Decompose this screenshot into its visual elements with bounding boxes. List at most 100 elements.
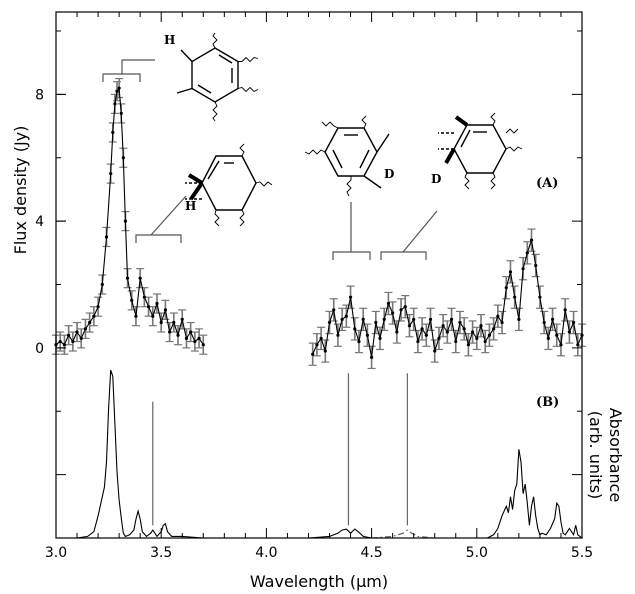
series-a-point: [361, 317, 365, 321]
series-a-point: [100, 282, 104, 287]
right-axis-title-line: (arb. units): [586, 411, 605, 500]
series-a-line: [55, 86, 204, 346]
series-a-point: [437, 336, 441, 340]
series-a-point: [151, 314, 155, 318]
series-a-point: [386, 301, 391, 306]
series-a-point: [353, 327, 357, 331]
series-a-point: [319, 336, 323, 340]
x-axis-title: Wavelength (μm): [250, 572, 388, 591]
series-a-point: [168, 330, 172, 334]
series-a-point: [378, 336, 382, 340]
series-a-point: [96, 305, 100, 309]
x-tick-label: 5.5: [571, 545, 593, 561]
series-a-point: [197, 336, 201, 340]
series-a-point: [193, 339, 197, 344]
series-a-point: [441, 324, 445, 328]
series-a-point: [159, 320, 163, 325]
series-a-point: [88, 320, 92, 325]
series-a-point: [130, 298, 134, 302]
series-a-point: [538, 295, 542, 299]
series-a-point: [117, 86, 121, 90]
bracket-aromatic-ch: [102, 59, 155, 82]
series-a-point: [79, 336, 83, 340]
molecule-diagrams: H H D D: [102, 32, 523, 260]
x-tick-label: 4.0: [255, 545, 277, 561]
series-a-point: [71, 339, 75, 344]
series-a-point: [420, 327, 424, 331]
right-axis-title: Absorbance(arb. units): [586, 408, 625, 503]
series-a-point: [357, 339, 361, 344]
y-axis-title: Flux density (Jy): [11, 126, 30, 255]
series-a-point: [479, 324, 483, 328]
series-a-point: [134, 314, 138, 318]
series-a-point: [513, 295, 517, 299]
series-a-point: [111, 130, 115, 135]
series-a-point: [391, 311, 395, 315]
series-a-point: [184, 336, 189, 340]
series-a-point: [492, 327, 496, 331]
series-a-point: [483, 339, 487, 344]
series-a-point: [563, 308, 567, 312]
series-a-point: [370, 355, 374, 359]
panel-label-a: (A): [536, 176, 558, 191]
series-b-line: [291, 528, 372, 539]
series-a-point: [496, 314, 500, 318]
aliphatic-ring-d-icon: [438, 112, 523, 190]
series-a-point: [189, 330, 193, 334]
series-a-point: [571, 320, 576, 325]
series-a-point: [311, 352, 315, 356]
series-a-point: [458, 320, 462, 325]
series-a-point: [500, 320, 504, 325]
series-a-point: [365, 333, 369, 337]
y-tick-label: 4: [35, 214, 44, 230]
x-tick-label: 5.0: [466, 545, 488, 561]
series-a-point: [433, 349, 437, 353]
series-a-point: [344, 314, 348, 318]
series-b-line: [476, 449, 583, 539]
series-a-point: [172, 320, 176, 325]
series-a-point: [399, 308, 403, 312]
series-a-point: [529, 238, 534, 242]
series-a-point: [332, 308, 336, 312]
series-a-point: [123, 219, 128, 223]
series-a-point: [567, 330, 571, 334]
series-a-point: [109, 172, 113, 176]
series-a-point: [142, 295, 146, 299]
x-tick-label: 3.5: [150, 545, 172, 561]
series-a-point: [559, 343, 563, 347]
plot-area: [52, 77, 586, 539]
x-tick-label: 4.5: [360, 545, 382, 561]
right-axis-title-line: Absorbance: [606, 408, 625, 503]
series-a-point: [121, 156, 125, 160]
series-a-point: [138, 276, 142, 280]
series-a-point: [416, 339, 420, 344]
series-b-line: [371, 529, 477, 539]
axis-ticks: 3.0 3.5 4.0 4.5 5.0 5.5 0 4 8: [35, 12, 593, 561]
series-a-point: [382, 317, 386, 321]
y-tick-label: 8: [35, 87, 44, 103]
atom-label-d-right: D: [431, 172, 441, 186]
aromatic-ring-d-icon: [304, 115, 390, 197]
aliphatic-ring-h-icon: [185, 143, 273, 227]
series-a-point: [475, 336, 479, 340]
atom-label-h-top: H: [164, 33, 175, 47]
series-a-point: [176, 333, 180, 337]
series-a-point: [470, 330, 475, 334]
series-b-line: [76, 369, 204, 539]
series-a-point: [180, 317, 184, 321]
panel-label-b: (B): [536, 395, 559, 410]
series-a-point: [534, 263, 538, 268]
series-a-point: [75, 330, 79, 334]
series-a-point: [428, 317, 433, 321]
series-a-point: [462, 327, 466, 331]
series-a-point: [115, 89, 119, 93]
series-a-point: [323, 349, 327, 353]
series-a-point: [336, 333, 340, 337]
atom-label-h-left: H: [185, 199, 196, 213]
series-a-point: [521, 267, 525, 271]
right-axis-title-text: Absorbance(arb. units): [586, 408, 625, 503]
series-a-point: [92, 314, 96, 318]
series-a-point: [83, 327, 88, 331]
series-a-point: [163, 308, 168, 312]
series-a-point: [576, 343, 580, 347]
